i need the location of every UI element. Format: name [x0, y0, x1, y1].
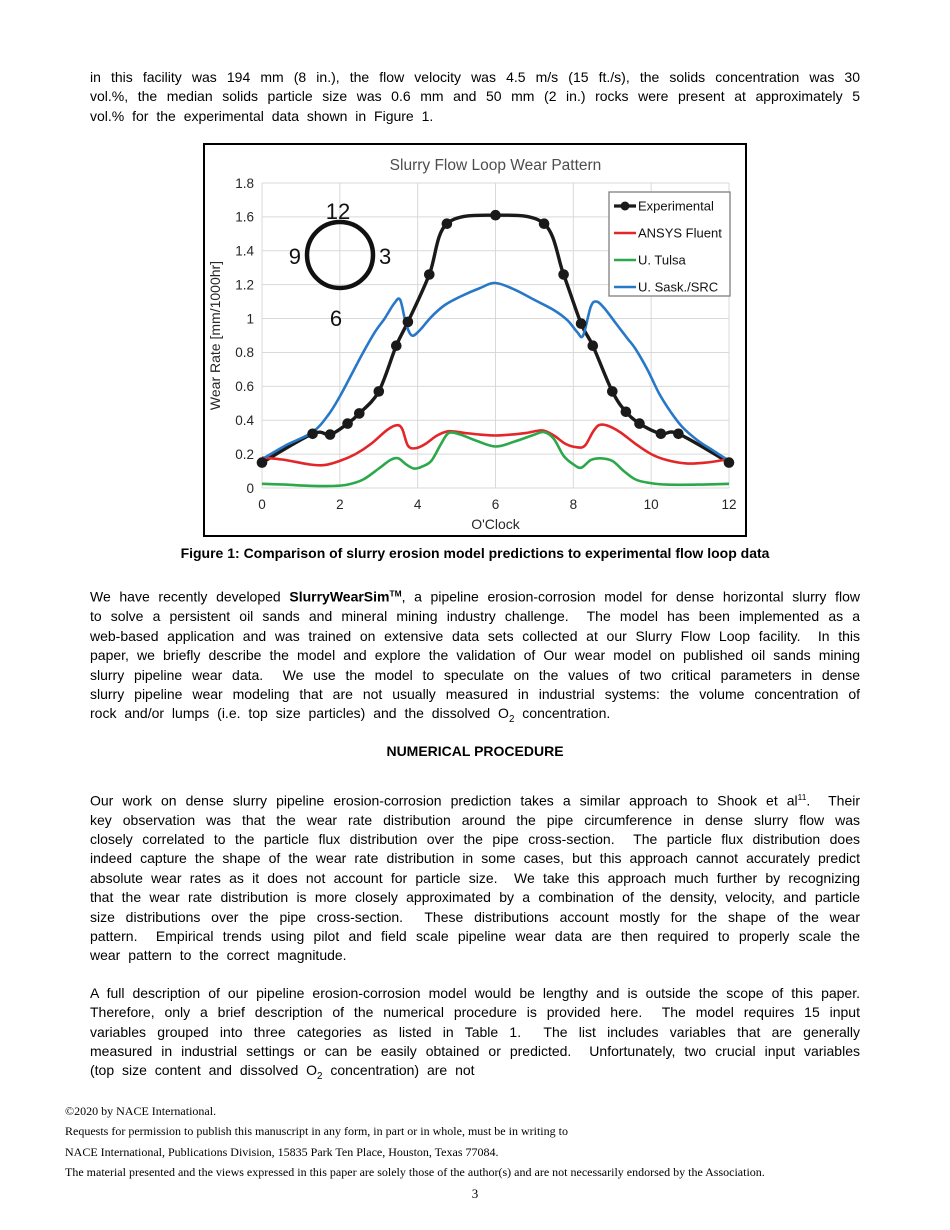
section-heading-numerical-procedure: NUMERICAL PROCEDURE	[386, 742, 564, 759]
experimental-data-marker	[723, 457, 735, 469]
model-paragraph: We have recently developed SlurryWearSim…	[90, 584, 860, 729]
legend-marker-swatch	[620, 201, 630, 211]
experimental-data-marker	[655, 428, 667, 440]
experimental-data-marker	[587, 340, 599, 352]
clock-label-6: 6	[330, 306, 342, 331]
footer-address-line: NACE International, Publications Divisio…	[65, 1144, 499, 1159]
legend-item-u-tulsa: U. Tulsa	[614, 253, 686, 268]
legend-label: Experimental	[638, 199, 714, 214]
x-tick-label: 4	[414, 497, 422, 512]
text-run: concentration.	[514, 705, 611, 722]
x-axis-label: O'Clock	[471, 516, 521, 532]
experimental-data-marker	[424, 269, 435, 281]
footer: ©2020 by NACE International. Requests fo…	[65, 1101, 860, 1183]
experimental-data-marker	[490, 210, 501, 221]
experimental-data-marker	[373, 386, 385, 397]
experimental-data-marker	[441, 218, 453, 230]
y-tick-label: 1.4	[235, 244, 254, 259]
legend: Experimental ANSYS Fluent U. Tulsa U. Sask.…	[608, 191, 731, 297]
reference-11-superscript: 11	[797, 791, 807, 802]
x-tick-label: 6	[492, 497, 500, 512]
legend-label: ANSYS Fluent	[638, 226, 722, 241]
legend-item-ansys-fluent: ANSYS Fluent	[614, 226, 722, 241]
legend-item-u-sask-src: U. Sask./SRC	[614, 280, 718, 295]
brand-name: SlurryWearSim	[289, 588, 390, 605]
legend-box	[608, 191, 731, 297]
experimental-data-marker	[558, 269, 569, 281]
x-tick-label: 2	[336, 497, 344, 512]
experimental-data-marker	[391, 340, 402, 352]
series-u-tulsa-line	[261, 430, 730, 488]
model-description-paragraph: A full description of our pipeline erosi…	[90, 984, 860, 1087]
experimental-data-marker	[620, 406, 632, 418]
experimental-data-marker	[342, 418, 353, 430]
text-run: concentration) are not	[322, 1062, 475, 1079]
page-number: 3	[471, 1185, 479, 1201]
o2-subscript: 2	[317, 1071, 323, 1083]
figure-1-caption: Figure 1: Comparison of slurry erosion m…	[180, 545, 770, 562]
numerical-procedure-paragraph: Our work on dense slurry pipeline erosio…	[90, 788, 860, 966]
figure-1: 0 0.2 0.4 0.6 0.8 1 1.2 1.4 1.6 1.8 0 2 4 6 8 10 12 O'Clo…	[203, 143, 747, 538]
y-axis-label: Wear Rate [mm/1000hr]	[207, 261, 223, 410]
clock-circle	[304, 219, 376, 291]
text-run: A full description of our pipeline erosi…	[90, 984, 876, 1079]
experimental-data-marker	[538, 218, 550, 230]
y-tick-label: 0.8	[235, 345, 254, 360]
intro-paragraph: in this facility was 194 mm (8 in.), the…	[90, 69, 868, 124]
y-tick-label: 1.8	[235, 176, 254, 191]
experimental-data-marker	[607, 386, 618, 397]
experimental-data-marker	[354, 408, 365, 419]
x-tick-label: 8	[570, 497, 578, 512]
x-tick-label: 12	[721, 497, 736, 512]
o2-subscript: 2	[508, 714, 515, 726]
clock-label-3: 3	[379, 244, 391, 269]
clock-label-12: 12	[326, 199, 350, 224]
text-run: . Their key observation was that the wea…	[90, 792, 868, 964]
experimental-data-marker	[256, 457, 268, 469]
text-run: We have recently developed	[90, 588, 290, 605]
text-run: , a pipeline erosion-corrosion model for…	[90, 588, 868, 722]
y-tick-label: 0	[246, 481, 254, 496]
footer-copyright-line: ©2020 by NACE International.	[65, 1103, 217, 1118]
series-ansys-fluent-line	[261, 423, 730, 467]
clock-inset: 12 9 3 6	[289, 199, 392, 331]
footer-disclaimer-line: The material presented and the views exp…	[65, 1165, 765, 1180]
trademark-wrap: TM	[389, 588, 402, 605]
y-tick-label: 0.2	[235, 447, 254, 462]
chart-title: Slurry Flow Loop Wear Pattern	[390, 157, 602, 174]
figure-1-chart: 0 0.2 0.4 0.6 0.8 1 1.2 1.4 1.6 1.8 0 2 4 6 8 10 12 O'Clo…	[207, 157, 737, 532]
legend-item-experimental: Experimental	[614, 199, 714, 214]
x-tick-label: 10	[644, 497, 659, 512]
x-tick-label: 0	[258, 497, 266, 512]
footer-permission-line: Requests for permission to publish this …	[65, 1124, 568, 1139]
series-u-sask-src-line	[261, 281, 730, 463]
text-run: Our work on dense slurry pipeline erosio…	[90, 792, 798, 809]
legend-label: U. Sask./SRC	[638, 280, 718, 295]
experimental-data-marker	[402, 316, 414, 328]
experimental-data-marker	[307, 428, 318, 440]
experimental-data-marker	[634, 418, 645, 430]
experimental-data-marker	[324, 429, 336, 441]
y-tick-label: 0.4	[235, 413, 254, 428]
legend-label: U. Tulsa	[638, 253, 686, 268]
experimental-data-marker	[673, 428, 684, 440]
clock-label-9: 9	[289, 244, 301, 269]
y-tick-label: 1	[246, 312, 254, 327]
experimental-data-marker	[575, 318, 587, 330]
y-tick-label: 0.6	[235, 379, 254, 394]
y-tick-label: 1.2	[235, 278, 254, 293]
trademark-superscript: TM	[389, 588, 402, 599]
y-tick-label: 1.6	[235, 210, 254, 225]
